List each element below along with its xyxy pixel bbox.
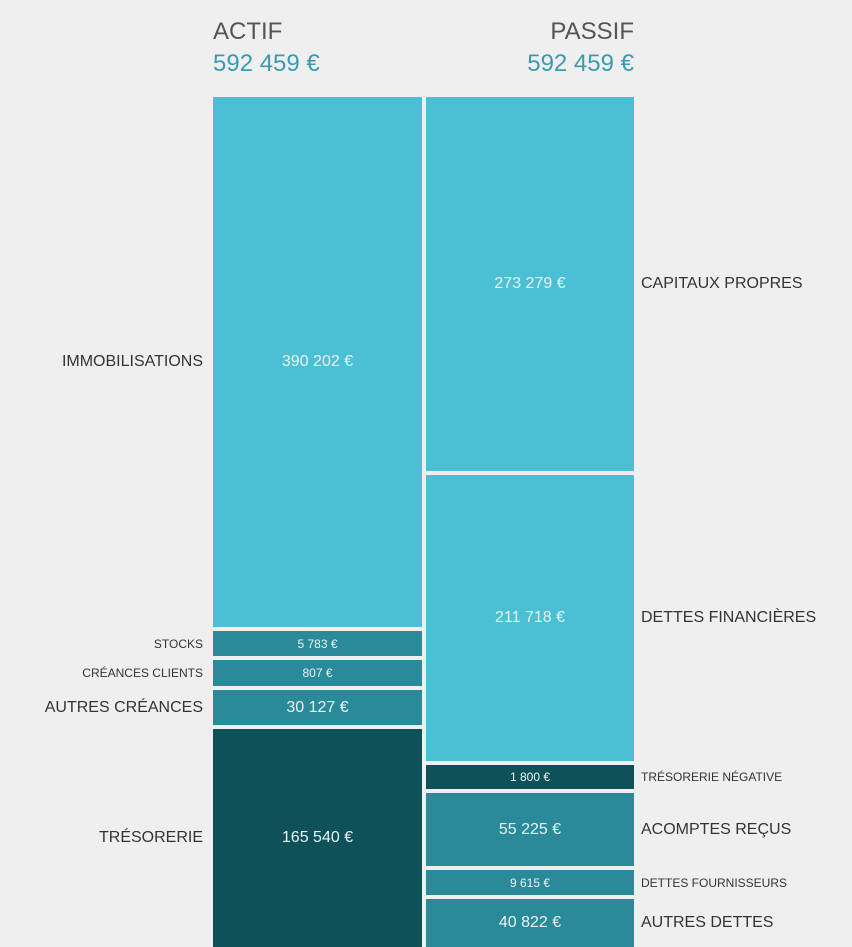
block-value: 211 718 € <box>426 475 634 761</box>
block-label: DETTES FINANCIÈRES <box>641 609 817 626</box>
block-value: 807 € <box>213 660 422 686</box>
block-value: 390 202 € <box>213 97 422 627</box>
block-value: 273 279 € <box>426 97 634 471</box>
block-value: 9 615 € <box>426 870 634 895</box>
block-label: AUTRES DETTES <box>641 914 774 931</box>
block-label: STOCKS <box>153 636 203 651</box>
block-label: TRÉSORERIE NÉGATIVE <box>641 770 783 784</box>
block-label: CRÉANCES CLIENTS <box>82 666 203 680</box>
block-value: 40 822 € <box>426 899 634 947</box>
actif-title: ACTIF <box>213 18 283 45</box>
block-label: AUTRES CRÉANCES <box>44 698 203 716</box>
block-value: 165 540 € <box>213 729 422 947</box>
block-label: DETTES FOURNISSEURS <box>641 875 788 890</box>
block-label: CAPITAUX PROPRES <box>641 275 803 292</box>
block-label: IMMOBILISATIONS <box>61 353 203 370</box>
passif-title: PASSIF <box>550 18 634 45</box>
block-label: ACOMPTES REÇUS <box>641 820 792 838</box>
block-label: TRÉSORERIE <box>98 829 203 846</box>
block-value: 30 127 € <box>213 690 422 725</box>
block-value: 55 225 € <box>426 793 634 866</box>
passif-total: 592 459 € <box>527 50 634 77</box>
block-value: 1 800 € <box>426 765 634 789</box>
block-value: 5 783 € <box>213 631 422 656</box>
actif-total: 592 459 € <box>213 50 320 77</box>
